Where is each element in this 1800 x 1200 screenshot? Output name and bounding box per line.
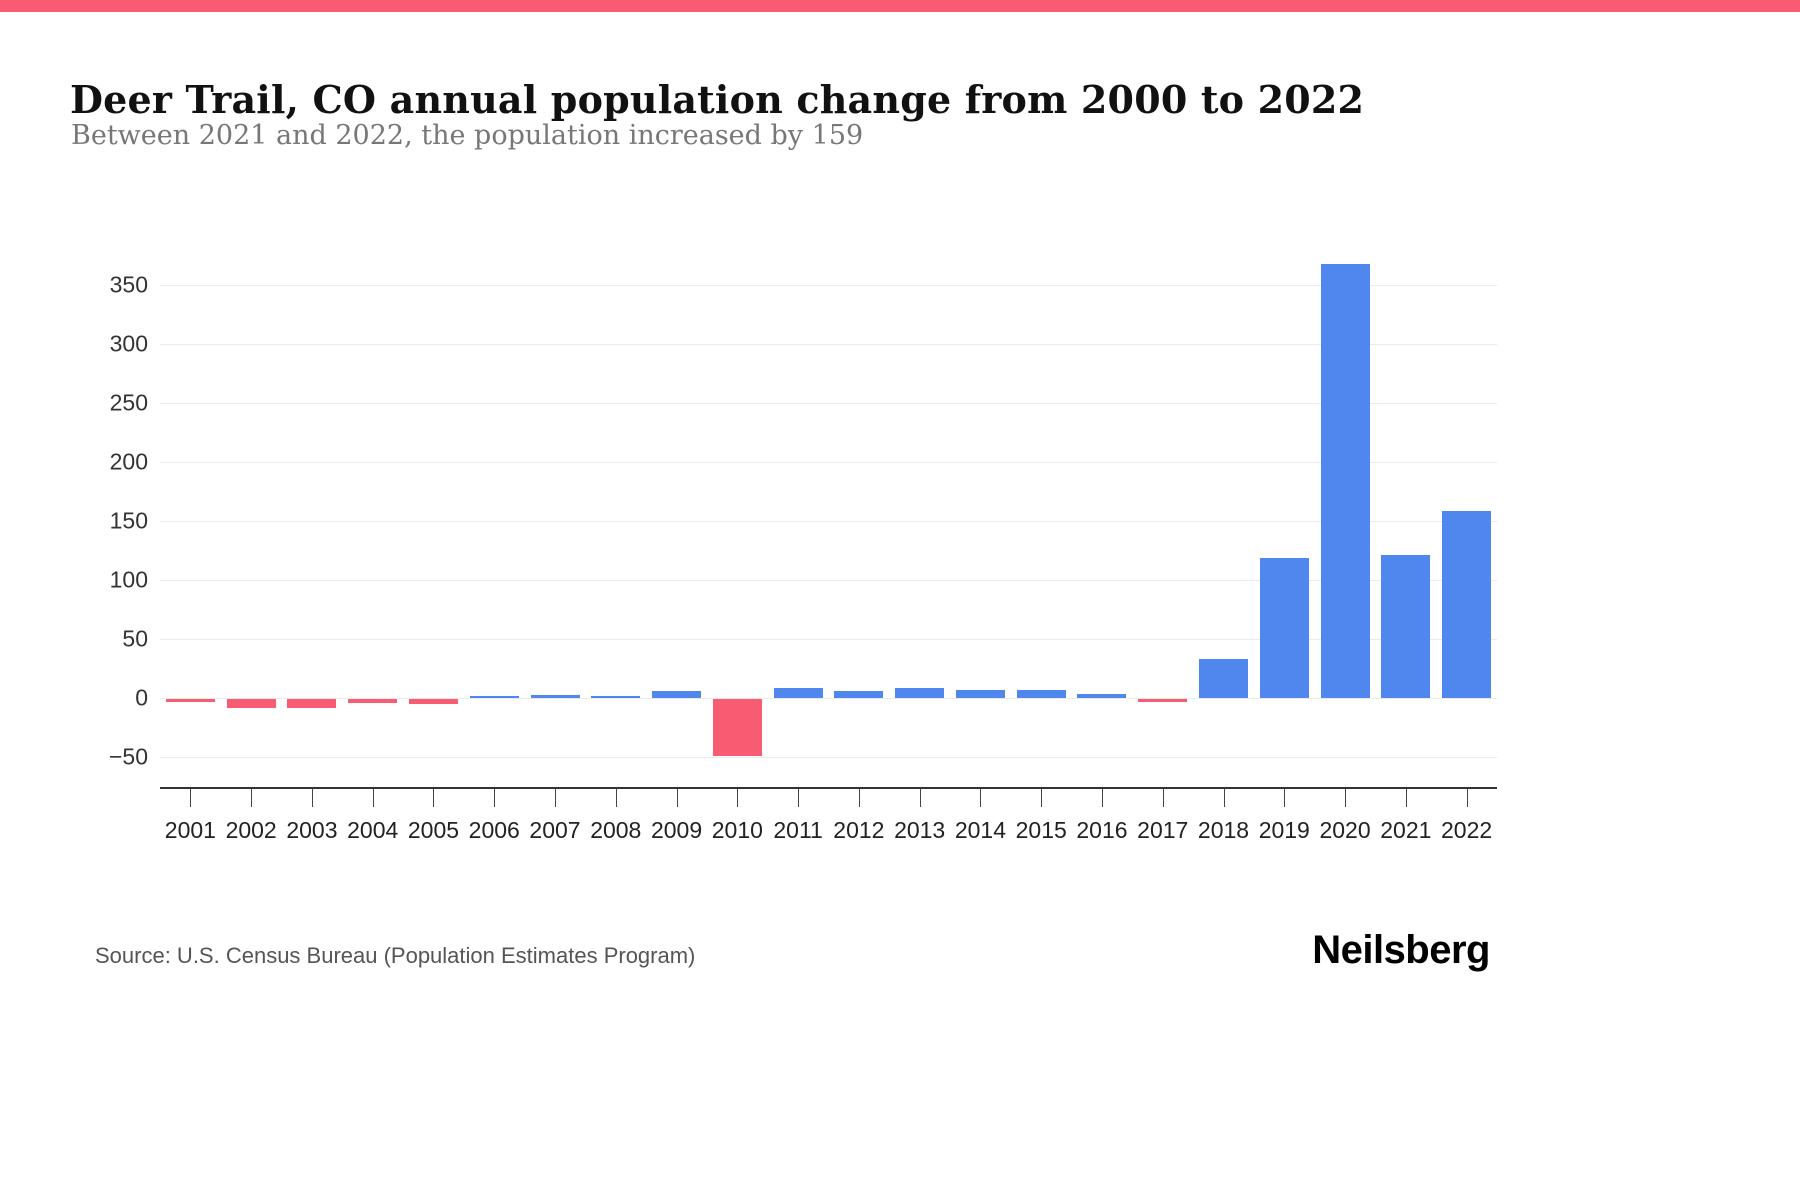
x-axis-tick [1162,789,1164,807]
x-axis-tick [1466,789,1468,807]
bar-2014 [955,690,1005,699]
y-axis-tick-label: 0 [135,684,148,711]
x-axis-tick [676,789,678,807]
page-title: Deer Trail, CO annual population change … [70,77,1365,123]
bar-2006 [469,696,519,699]
bar-2009 [652,691,702,699]
gridline-150 [160,521,1497,523]
y-axis-tick-label: 250 [109,389,148,416]
x-axis-label-2003: 2003 [286,817,338,843]
bar-2019 [1259,557,1309,699]
bar-2013 [895,687,945,699]
x-axis-tick [615,789,617,807]
gridline-0 [160,698,1497,700]
x-axis-label-2022: 2022 [1441,817,1493,843]
x-axis-label-2004: 2004 [347,817,399,843]
x-axis-label-2009: 2009 [650,817,703,843]
source-attribution: Source: U.S. Census Bureau (Population E… [95,943,696,968]
bar-2021 [1381,555,1431,699]
bar-2004 [348,699,398,703]
x-axis-label-2015: 2015 [1015,817,1067,843]
x-axis-tick [737,789,739,807]
x-axis-tick [433,789,435,807]
bar-2016 [1077,693,1127,699]
x-axis-label-2007: 2007 [529,817,581,843]
bar-2017 [1138,699,1188,702]
x-axis-label-2018: 2018 [1197,817,1250,843]
x-axis-label-2016: 2016 [1076,817,1128,843]
x-axis-label-2019: 2019 [1258,817,1310,843]
x-axis-tick [190,789,192,807]
x-axis-label-2008: 2008 [590,817,642,843]
x-axis-label-2005: 2005 [407,817,460,843]
y-axis-tick-label: 350 [109,271,148,298]
top-accent-bar [0,0,1800,12]
bar-2018 [1199,659,1249,699]
x-axis-tick [1223,789,1225,807]
page-subtitle: Between 2021 and 2022, the population in… [71,120,864,151]
y-axis-tick-label: 300 [109,330,148,357]
x-axis-tick [1041,789,1043,807]
gridline-200 [160,462,1497,464]
bar-2001 [165,699,215,702]
y-axis-tick-label: 150 [109,507,148,534]
x-axis-tick [1101,789,1103,807]
bar-2011 [773,687,823,699]
x-axis-tick [494,789,496,807]
x-axis-label-2006: 2006 [468,817,520,843]
neilsberg-logo: Neilsberg [1312,928,1490,972]
x-axis-label-2020: 2020 [1319,817,1371,843]
x-axis-tick [311,789,313,807]
x-axis-tick [919,789,921,807]
bar-2007 [530,694,580,699]
gridline-250 [160,403,1497,405]
x-axis-label-2017: 2017 [1137,817,1189,843]
x-axis-tick [372,789,374,807]
gridline-350 [160,285,1497,287]
bar-2005 [408,699,458,704]
x-axis-label-2014: 2014 [954,817,1006,843]
x-axis-tick [1284,789,1286,807]
bar-2008 [591,696,641,699]
gridline-300 [160,344,1497,346]
x-axis-tick [798,789,800,807]
bar-2012 [834,691,884,699]
x-axis-tick [858,789,860,807]
y-axis-tick-label: −50 [108,743,148,770]
x-axis-tick [1405,789,1407,807]
bar-2020 [1320,263,1370,699]
x-axis-label-2012: 2012 [833,817,885,843]
x-axis-label-2011: 2011 [773,817,823,843]
x-axis-line [160,787,1497,789]
bar-2015 [1016,690,1066,699]
x-axis-label-2002: 2002 [225,817,277,843]
bar-2010 [712,699,762,756]
x-axis-tick [555,789,557,807]
x-axis-label-2001: 2001 [164,817,216,843]
gridline-100 [160,580,1497,582]
x-axis-tick [1345,789,1347,807]
y-axis-tick-label: 200 [109,448,148,475]
x-axis-tick [980,789,982,807]
x-axis-label-2013: 2013 [894,817,946,843]
y-axis-tick-label: 50 [122,625,148,652]
bar-2002 [226,699,276,708]
bar-2022 [1442,510,1492,699]
gridline-50 [160,639,1497,641]
x-axis-label-2021: 2021 [1380,817,1432,843]
bar-2003 [287,699,337,708]
y-axis-tick-label: 100 [109,566,148,593]
x-axis-label-2010: 2010 [711,817,763,843]
x-axis-tick [251,789,253,807]
gridline--50 [160,757,1497,759]
